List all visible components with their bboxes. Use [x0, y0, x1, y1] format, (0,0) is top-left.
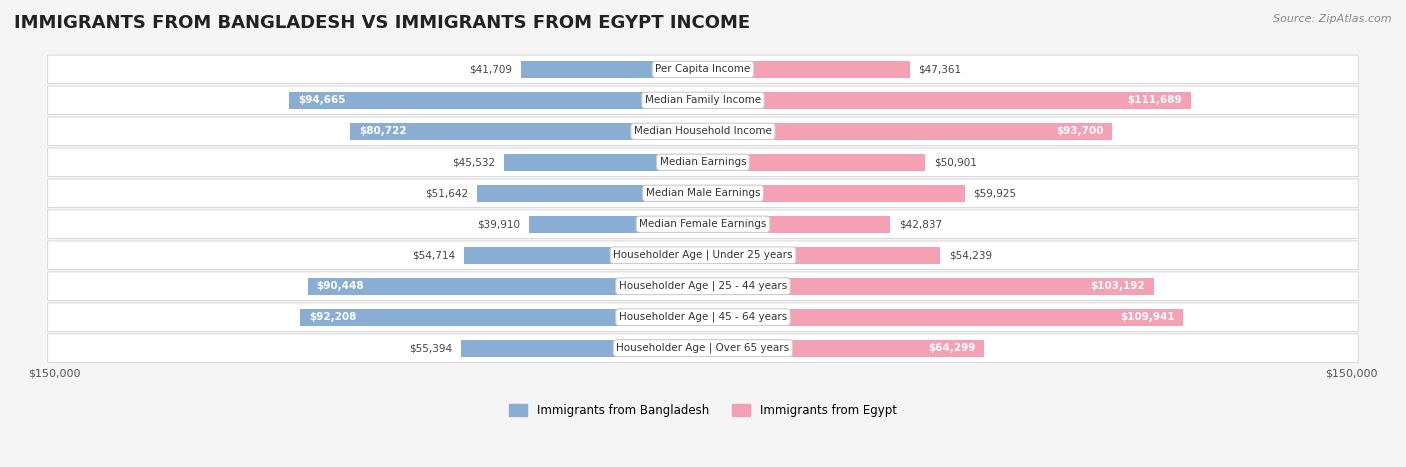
Bar — [505, 154, 703, 171]
Text: $64,299: $64,299 — [928, 343, 976, 353]
Text: Per Capita Income: Per Capita Income — [655, 64, 751, 74]
Bar — [703, 123, 1112, 140]
Text: Householder Age | 25 - 44 years: Householder Age | 25 - 44 years — [619, 281, 787, 291]
Text: IMMIGRANTS FROM BANGLADESH VS IMMIGRANTS FROM EGYPT INCOME: IMMIGRANTS FROM BANGLADESH VS IMMIGRANTS… — [14, 14, 751, 32]
Text: Median Household Income: Median Household Income — [634, 126, 772, 136]
Bar — [290, 92, 703, 109]
Bar — [703, 92, 1191, 109]
Bar — [301, 309, 703, 325]
Text: $92,208: $92,208 — [309, 312, 356, 322]
Text: $41,709: $41,709 — [470, 64, 512, 74]
Text: $39,910: $39,910 — [477, 219, 520, 229]
FancyBboxPatch shape — [48, 210, 1358, 239]
FancyBboxPatch shape — [48, 86, 1358, 114]
Text: $80,722: $80,722 — [359, 126, 406, 136]
Bar — [703, 309, 1184, 325]
FancyBboxPatch shape — [48, 117, 1358, 146]
Text: $150,000: $150,000 — [28, 368, 80, 378]
Legend: Immigrants from Bangladesh, Immigrants from Egypt: Immigrants from Bangladesh, Immigrants f… — [505, 399, 901, 422]
Text: $109,941: $109,941 — [1121, 312, 1174, 322]
Text: $47,361: $47,361 — [918, 64, 962, 74]
Bar — [478, 185, 703, 202]
Text: $55,394: $55,394 — [409, 343, 453, 353]
FancyBboxPatch shape — [48, 334, 1358, 362]
Text: $42,837: $42,837 — [898, 219, 942, 229]
Text: Median Family Income: Median Family Income — [645, 95, 761, 106]
Text: $111,689: $111,689 — [1128, 95, 1182, 106]
Text: $54,714: $54,714 — [412, 250, 456, 260]
Text: $45,532: $45,532 — [453, 157, 495, 167]
Text: $150,000: $150,000 — [1326, 368, 1378, 378]
Bar — [703, 185, 965, 202]
Text: Source: ZipAtlas.com: Source: ZipAtlas.com — [1274, 14, 1392, 24]
Bar — [308, 278, 703, 295]
Bar — [464, 247, 703, 264]
FancyBboxPatch shape — [48, 55, 1358, 84]
Bar — [461, 340, 703, 357]
Bar — [703, 216, 890, 233]
Bar — [350, 123, 703, 140]
Text: $90,448: $90,448 — [316, 281, 364, 291]
Text: $59,925: $59,925 — [973, 188, 1017, 198]
Bar — [520, 61, 703, 78]
Bar — [703, 340, 984, 357]
Bar — [703, 278, 1154, 295]
Text: $50,901: $50,901 — [934, 157, 977, 167]
Text: $94,665: $94,665 — [298, 95, 346, 106]
FancyBboxPatch shape — [48, 241, 1358, 269]
Text: Householder Age | Under 25 years: Householder Age | Under 25 years — [613, 250, 793, 261]
Bar — [703, 61, 910, 78]
Bar — [703, 154, 925, 171]
Text: Median Female Earnings: Median Female Earnings — [640, 219, 766, 229]
Text: $54,239: $54,239 — [949, 250, 991, 260]
Text: $93,700: $93,700 — [1056, 126, 1104, 136]
FancyBboxPatch shape — [48, 272, 1358, 300]
Text: Median Male Earnings: Median Male Earnings — [645, 188, 761, 198]
FancyBboxPatch shape — [48, 148, 1358, 177]
Bar — [529, 216, 703, 233]
Text: $51,642: $51,642 — [426, 188, 468, 198]
FancyBboxPatch shape — [48, 303, 1358, 332]
Text: Householder Age | Over 65 years: Householder Age | Over 65 years — [616, 343, 790, 354]
Text: Householder Age | 45 - 64 years: Householder Age | 45 - 64 years — [619, 312, 787, 322]
Text: $103,192: $103,192 — [1091, 281, 1144, 291]
Bar — [703, 247, 941, 264]
Text: Median Earnings: Median Earnings — [659, 157, 747, 167]
FancyBboxPatch shape — [48, 179, 1358, 207]
